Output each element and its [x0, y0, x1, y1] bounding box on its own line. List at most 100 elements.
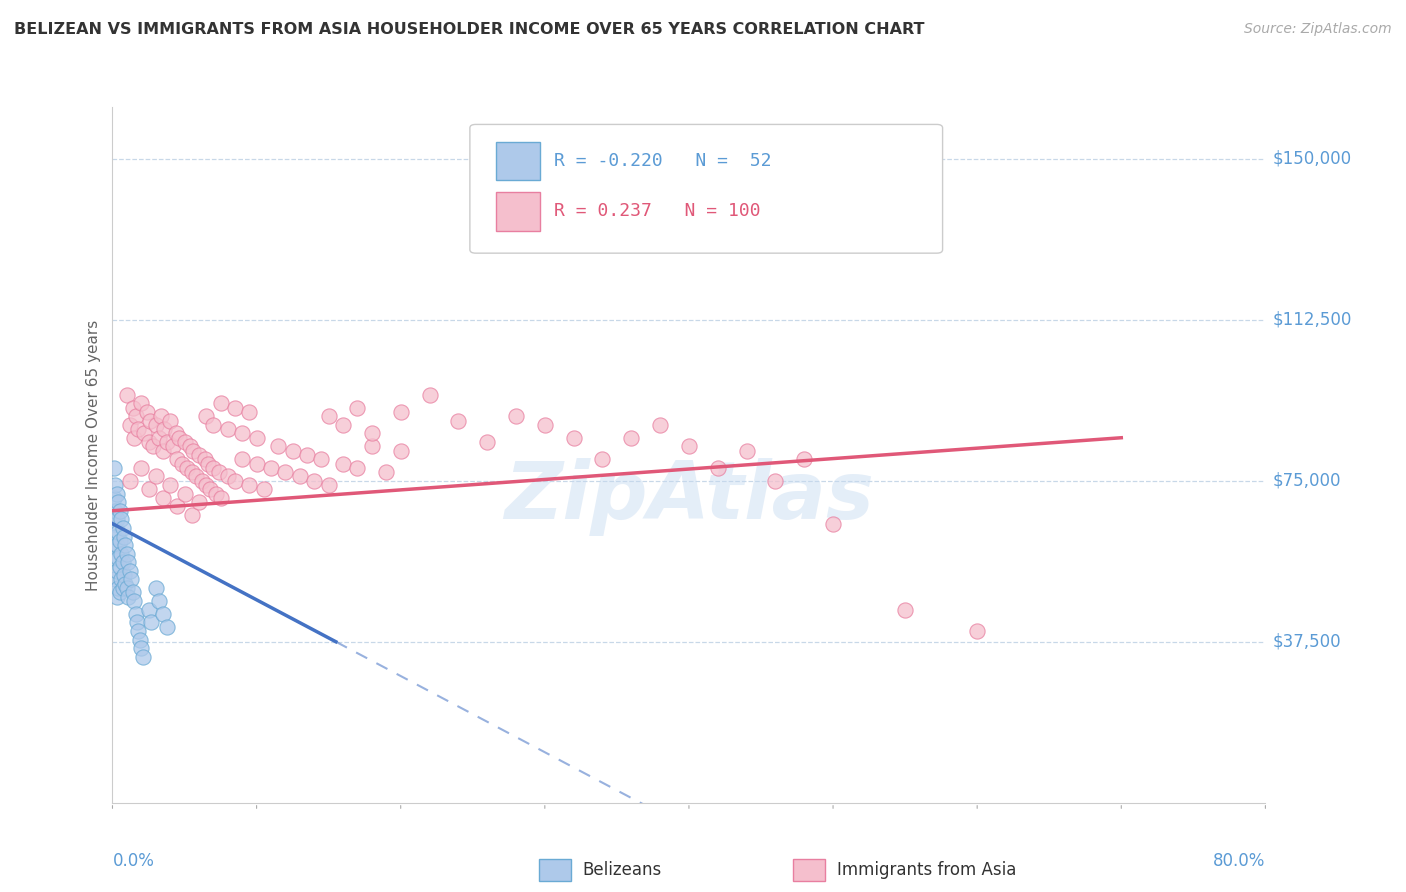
Point	[311, 452, 333, 467]
Point	[188, 495, 211, 509]
Point	[124, 607, 146, 621]
Point	[150, 409, 173, 424]
Point	[104, 478, 127, 492]
Point	[735, 443, 758, 458]
Point	[180, 465, 202, 479]
Point	[156, 435, 179, 450]
Point	[966, 624, 988, 638]
Point	[107, 581, 129, 595]
Text: $75,000: $75,000	[1272, 472, 1341, 490]
Point	[318, 409, 340, 424]
Point	[274, 465, 297, 479]
FancyBboxPatch shape	[496, 193, 540, 230]
Point	[103, 491, 125, 505]
Point	[115, 581, 138, 595]
Point	[108, 533, 131, 548]
Point	[245, 457, 267, 471]
Text: BELIZEAN VS IMMIGRANTS FROM ASIA HOUSEHOLDER INCOME OVER 65 YEARS CORRELATION CH: BELIZEAN VS IMMIGRANTS FROM ASIA HOUSEHO…	[14, 22, 925, 37]
Point	[245, 431, 267, 445]
Point	[115, 547, 138, 561]
Point	[620, 431, 643, 445]
Point	[209, 396, 232, 410]
Point	[267, 439, 290, 453]
Point	[253, 483, 276, 497]
Point	[112, 568, 135, 582]
Point	[148, 431, 170, 445]
Point	[108, 585, 131, 599]
Point	[162, 439, 184, 453]
Point	[121, 585, 143, 599]
Point	[179, 439, 201, 453]
Point	[533, 417, 555, 432]
Point	[346, 460, 368, 475]
Point	[447, 413, 470, 427]
Point	[105, 564, 128, 578]
Point	[117, 590, 139, 604]
Point	[648, 417, 672, 432]
Point	[145, 469, 167, 483]
Point	[111, 555, 134, 569]
Point	[129, 396, 153, 410]
Point	[166, 500, 188, 514]
Point	[217, 422, 239, 436]
Point	[104, 573, 127, 587]
Text: $37,500: $37,500	[1272, 632, 1341, 651]
Point	[138, 602, 160, 616]
Point	[114, 538, 136, 552]
FancyBboxPatch shape	[496, 142, 540, 180]
Point	[108, 504, 131, 518]
Text: ZipAtlas: ZipAtlas	[503, 458, 875, 536]
Point	[304, 474, 326, 488]
Point	[107, 551, 129, 566]
Text: 0.0%: 0.0%	[112, 852, 155, 870]
Point	[127, 624, 149, 638]
Point	[145, 417, 167, 432]
Point	[173, 486, 195, 500]
Point	[159, 413, 181, 427]
Point	[167, 431, 190, 445]
Text: R = 0.237   N = 100: R = 0.237 N = 100	[554, 202, 761, 220]
Point	[112, 529, 135, 543]
Point	[104, 504, 127, 518]
Text: Belizeans: Belizeans	[583, 862, 662, 880]
Point	[138, 483, 160, 497]
Point	[142, 439, 165, 453]
Point	[114, 576, 136, 591]
Point	[145, 581, 167, 595]
Point	[505, 409, 527, 424]
Point	[765, 474, 787, 488]
Point	[318, 478, 340, 492]
Point	[138, 435, 160, 450]
Point	[115, 388, 138, 402]
Text: Immigrants from Asia: Immigrants from Asia	[837, 862, 1017, 880]
Point	[105, 590, 128, 604]
FancyBboxPatch shape	[470, 125, 942, 253]
Point	[159, 478, 181, 492]
Point	[111, 581, 134, 595]
Point	[231, 426, 253, 441]
Point	[562, 431, 585, 445]
Point	[209, 491, 232, 505]
Point	[592, 452, 614, 467]
Point	[195, 409, 218, 424]
Point	[136, 405, 159, 419]
Text: $150,000: $150,000	[1272, 150, 1351, 168]
Point	[153, 422, 176, 436]
Point	[678, 439, 700, 453]
Point	[118, 417, 141, 432]
Point	[141, 615, 163, 630]
Point	[152, 491, 174, 505]
Point	[231, 452, 253, 467]
Point	[105, 486, 128, 500]
Point	[281, 443, 304, 458]
Point	[180, 508, 202, 522]
Point	[706, 460, 728, 475]
Point	[124, 409, 146, 424]
Point	[128, 632, 150, 647]
Point	[107, 525, 129, 540]
Point	[122, 431, 145, 445]
Point	[170, 457, 193, 471]
Point	[202, 417, 225, 432]
Point	[148, 594, 170, 608]
Text: $112,500: $112,500	[1272, 310, 1351, 328]
